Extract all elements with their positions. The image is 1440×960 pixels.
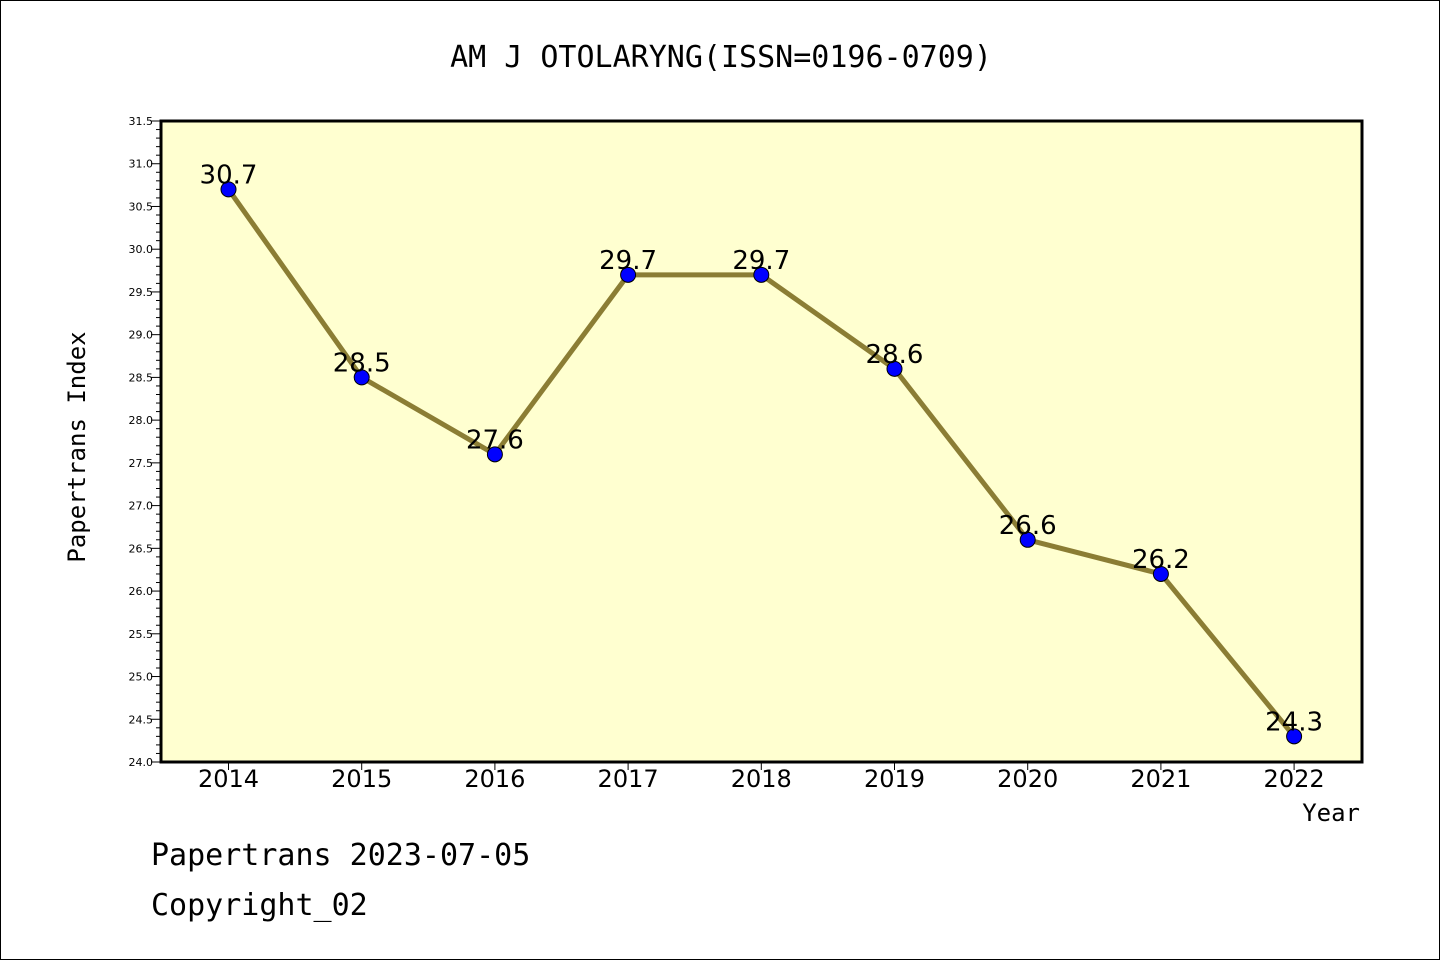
y-tick-label: 24.0 [129,756,154,769]
y-tick-label: 26.0 [129,585,154,598]
data-label: 29.7 [732,246,790,276]
y-axis-label: Papertrans Index [63,331,91,562]
x-tick-label: 2017 [598,765,659,793]
data-label: 27.6 [466,425,524,455]
series-layer: 30.7 28.5 27.6 29.7 29.7 28.6 26.6 26.2 24.3 [200,160,1323,745]
x-tick-label: 2015 [331,765,392,793]
footer-date: Papertrans 2023-07-05 [151,838,530,873]
x-tick-label: 2022 [1264,765,1325,793]
chart-title: AM J OTOLARYNG(ISSN=0196-0709) [450,40,992,75]
y-tick-label: 29.5 [129,286,154,299]
data-label: 28.5 [333,348,391,378]
data-point [620,266,637,283]
data-point [486,446,503,463]
y-tick-label: 31.5 [129,115,154,128]
y-tick-label: 27.0 [129,500,154,513]
data-point [1286,728,1303,745]
y-axis: 24.0 24.5 25.0 25.5 26.0 26.5 27.0 27.5 28.0 28.5… [129,115,161,769]
y-tick-label: 31.0 [129,158,154,171]
x-tick-label: 2019 [864,765,925,793]
data-label: 26.2 [1132,545,1190,575]
data-label: 30.7 [200,160,258,190]
x-axis: 2014 2015 2016 2017 2018 2019 2020 2021 2022 [198,762,1325,793]
x-axis-label: Year [1302,799,1360,827]
data-point [886,360,903,377]
plot-area [159,119,1364,764]
y-tick-label: 25.5 [129,628,154,641]
y-tick-label: 30.5 [129,200,154,213]
x-tick-label: 2021 [1130,765,1191,793]
y-tick-label: 28.0 [129,414,154,427]
data-point [1019,531,1036,548]
y-tick-label: 29.0 [129,329,154,342]
x-tick-label: 2016 [464,765,525,793]
y-tick-label: 26.5 [129,542,154,555]
data-point [1152,565,1169,582]
data-label: 28.6 [866,340,924,370]
data-point [753,266,770,283]
x-tick-label: 2014 [198,765,259,793]
footer-copyright: Copyright_02 [151,888,368,923]
data-label: 26.6 [999,511,1057,541]
data-label: 24.3 [1265,707,1323,737]
y-tick-label: 28.5 [129,371,154,384]
y-tick-label: 27.5 [129,457,154,470]
x-tick-label: 2018 [731,765,792,793]
y-tick-label: 24.5 [129,713,154,726]
data-label: 29.7 [599,246,657,276]
data-point [220,181,237,198]
y-tick-label: 30.0 [129,243,154,256]
y-tick-label: 25.0 [129,671,154,684]
data-point [353,369,370,386]
x-tick-label: 2020 [997,765,1058,793]
